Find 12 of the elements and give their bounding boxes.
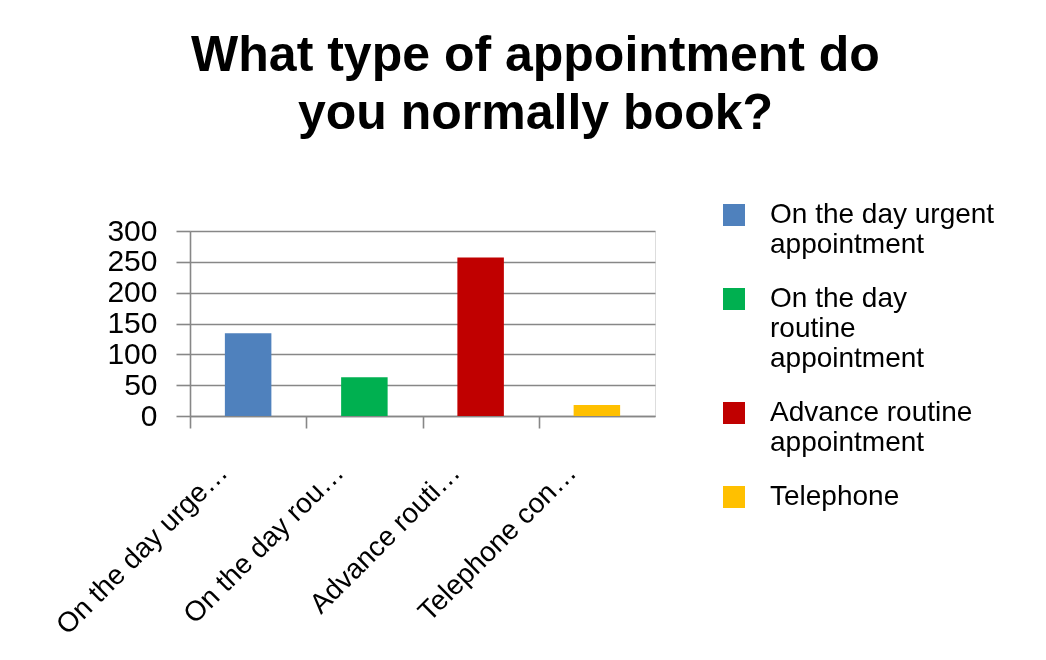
y-tick-label: 50 — [124, 367, 158, 401]
y-tick-label: 250 — [107, 244, 158, 278]
chart-title: What type of appointment do you normally book? — [191, 26, 880, 140]
legend-label: Advance routine appointment — [770, 396, 973, 457]
y-tick-label: 200 — [107, 275, 158, 309]
y-tick-label: 0 — [140, 398, 158, 432]
legend-label: Telephone — [770, 480, 900, 511]
legend-label: On the day routine appointment — [770, 282, 925, 373]
y-tick-label: 150 — [107, 306, 158, 339]
y-tick-label: 100 — [107, 336, 158, 370]
legend-label: On the day urgent appointment — [770, 198, 995, 259]
y-tick-label: 300 — [107, 213, 158, 247]
